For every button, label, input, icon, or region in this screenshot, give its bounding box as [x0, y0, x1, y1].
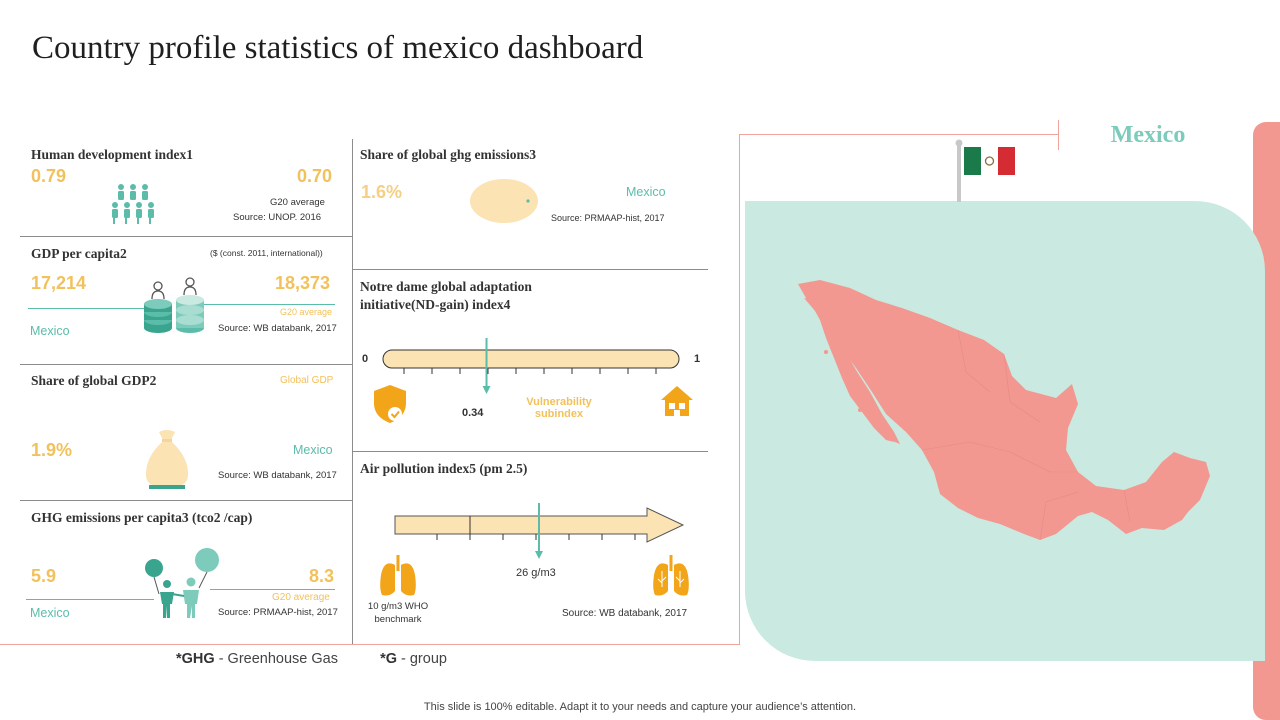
gdp-capita-g20-label: G20 average — [280, 307, 333, 317]
gdp-capita-country-label: Mexico — [30, 324, 70, 338]
share-gdp-source: Source: WB databank, 2017 — [218, 470, 337, 481]
map-panel-top-border — [739, 134, 1059, 135]
shield-check-icon — [374, 385, 406, 423]
mexico-line — [26, 599, 154, 600]
house-icon — [661, 386, 693, 416]
air-pollution-benchmark: 10 g/m3 WHO benchmark — [357, 601, 439, 627]
subindex-line1: Vulnerability — [526, 396, 592, 408]
ghg-capita-g20-label: G20 average — [272, 592, 330, 603]
nd-gain-max-label: 1 — [694, 353, 701, 365]
g20-line — [210, 589, 335, 590]
nd-gain-min-label: 0 — [362, 353, 369, 365]
gdp-capita-unit-note: ($ (const. 2011, international)) — [210, 248, 323, 258]
hdi-g20-label: G20 average — [270, 197, 325, 208]
ghg-capita-mexico-value: 5.9 — [31, 566, 57, 586]
row-divider — [20, 236, 352, 237]
people-group-icon — [112, 184, 154, 224]
share-ghg-country-label: Mexico — [626, 185, 666, 199]
hdi-title: Human development index1 — [31, 147, 194, 162]
page-title: Country profile statistics of mexico das… — [32, 30, 644, 66]
air-pollution-arrow — [394, 503, 685, 559]
ghg-capita-source: Source: PRMAAP-hist, 2017 — [218, 607, 338, 618]
nd-gain-subindex-label: Vulnerability subindex — [522, 396, 596, 420]
ghg-capita-country-label: Mexico — [30, 606, 70, 620]
hdi-source: Source: UNOP. 2016 — [233, 212, 322, 223]
map-panel-top-tick — [1058, 120, 1059, 150]
air-pollution-value-label: 26 g/m3 — [516, 567, 556, 579]
mexico-map-icon — [798, 280, 1210, 541]
hdi-mexico-value: 0.79 — [31, 166, 67, 186]
subindex-line2: subindex — [534, 408, 584, 420]
row-divider — [352, 269, 708, 270]
money-bag-icon — [145, 430, 189, 489]
map-panel-left-border — [739, 134, 740, 645]
footer-note: This slide is 100% editable. Adapt it to… — [423, 701, 857, 713]
nd-gain-title-line2: initiative(ND-gain) index4 — [360, 297, 511, 312]
country-label: Mexico — [1110, 122, 1186, 148]
mexico-flag-icon — [955, 139, 1015, 202]
share-gdp-global-label: Global GDP — [280, 375, 334, 386]
share-ghg-source: Source: PRMAAP-hist, 2017 — [551, 213, 665, 223]
ghg-abbr: *GHG — [176, 651, 215, 667]
g-abbr: *G — [380, 651, 397, 667]
benchmark-line2: benchmark — [374, 613, 422, 625]
g20-line — [190, 304, 335, 305]
air-pollution-title: Air pollution index5 (pm 2.5) — [360, 461, 528, 476]
benchmark-line1: 10 g/m3 WHO — [367, 601, 429, 612]
row-divider — [20, 500, 352, 501]
mexico-line — [28, 308, 148, 309]
g-text: - group — [396, 651, 447, 667]
panel-bottom-border — [0, 644, 740, 645]
ghg-capita-title: GHG emissions per capita3 (tco2 /cap) — [31, 510, 253, 525]
ghg-capita-g20-value: 8.3 — [309, 566, 335, 586]
coin-stacks-icon — [144, 277, 204, 333]
nd-gain-title-line1: Notre dame global adaptation — [360, 279, 532, 294]
gdp-capita-mexico-value: 17,214 — [31, 273, 87, 293]
ghg-text: - Greenhouse Gas — [214, 651, 338, 667]
column-divider — [352, 139, 353, 644]
row-divider — [20, 364, 352, 365]
air-pollution-source: Source: WB databank, 2017 — [562, 608, 688, 619]
share-ghg-value: 1.6% — [361, 182, 403, 202]
gdp-capita-g20-value: 18,373 — [275, 273, 331, 293]
lungs-icon — [380, 555, 416, 596]
lungs-icon — [653, 555, 689, 596]
share-gdp-title: Share of global GDP2 — [31, 373, 157, 388]
people-balloons-icon — [145, 548, 219, 618]
gdp-capita-title: GDP per capita2 — [31, 246, 127, 261]
hdi-g20-value: 0.70 — [297, 166, 333, 186]
share-ghg-title: Share of global ghg emissions3 — [360, 147, 537, 162]
abbreviation-notes: *GHG - Greenhouse Gas *G - group — [176, 651, 447, 667]
nd-gain-scale — [382, 338, 680, 394]
nd-gain-value-label: 0.34 — [462, 407, 484, 419]
row-divider — [352, 451, 708, 452]
share-gdp-country-label: Mexico — [293, 443, 333, 457]
share-gdp-value: 1.9% — [31, 440, 73, 460]
global-emissions-circle — [470, 179, 538, 223]
gdp-capita-source: Source: WB databank, 2017 — [218, 323, 337, 334]
